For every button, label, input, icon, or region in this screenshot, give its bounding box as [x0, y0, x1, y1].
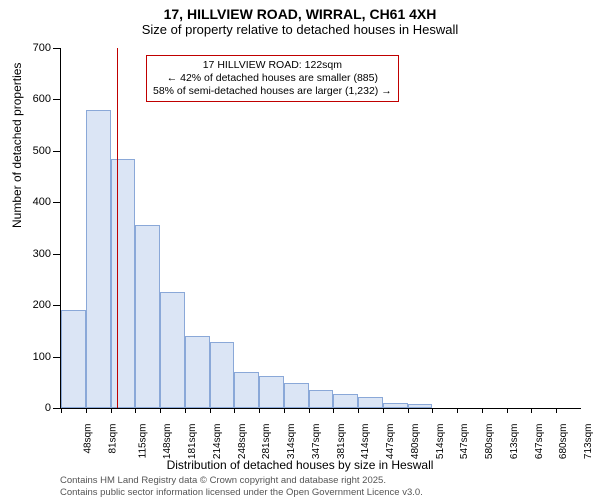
x-tick-label: 347sqm	[311, 424, 322, 460]
y-tick-label: 500	[33, 145, 51, 157]
histogram-bar	[86, 110, 111, 408]
y-axis-label: Number of detached properties	[10, 63, 24, 228]
x-tick	[507, 408, 508, 413]
x-tick-label: 447sqm	[385, 424, 396, 460]
y-tick	[53, 408, 61, 409]
x-tick-label: 613sqm	[509, 424, 520, 460]
histogram-bar	[160, 292, 185, 408]
x-tick-label: 314sqm	[286, 424, 297, 460]
y-tick-label: 200	[33, 299, 51, 311]
y-tick	[53, 254, 61, 255]
annotation-line: ← 42% of detached houses are smaller (88…	[153, 72, 392, 85]
x-tick	[383, 408, 384, 413]
x-tick-label: 381sqm	[336, 424, 347, 460]
x-tick-label: 514sqm	[435, 424, 446, 460]
x-tick	[531, 408, 532, 413]
x-axis-label: Distribution of detached houses by size …	[0, 458, 600, 472]
x-tick	[309, 408, 310, 413]
reference-line	[117, 48, 118, 408]
chart-area: 010020030040050060070048sqm81sqm115sqm14…	[60, 48, 580, 408]
chart-subtitle: Size of property relative to detached ho…	[0, 22, 600, 41]
x-tick	[284, 408, 285, 413]
x-tick	[333, 408, 334, 413]
x-tick	[358, 408, 359, 413]
annotation-line: 58% of semi-detached houses are larger (…	[153, 85, 392, 98]
x-tick-label: 580sqm	[484, 424, 495, 460]
x-tick	[61, 408, 62, 413]
histogram-bar	[135, 225, 160, 408]
x-tick-label: 181sqm	[187, 424, 198, 460]
x-tick	[259, 408, 260, 413]
x-tick	[482, 408, 483, 413]
footer-line-2: Contains public sector information licen…	[60, 487, 423, 498]
x-tick	[457, 408, 458, 413]
histogram-bar	[111, 159, 136, 408]
histogram-bar	[309, 390, 334, 408]
histogram-bar	[185, 336, 210, 408]
histogram-bar	[284, 383, 309, 408]
x-tick	[408, 408, 409, 413]
x-tick-label: 115sqm	[137, 424, 148, 459]
y-tick	[53, 305, 61, 306]
x-tick	[111, 408, 112, 413]
histogram-bar	[259, 376, 284, 408]
y-tick	[53, 151, 61, 152]
x-tick-label: 248sqm	[237, 424, 248, 460]
x-tick	[556, 408, 557, 413]
x-tick-label: 214sqm	[212, 424, 223, 460]
histogram-bar	[358, 397, 383, 408]
footer-attribution: Contains HM Land Registry data © Crown c…	[60, 475, 423, 498]
histogram-bar	[210, 342, 235, 408]
x-tick	[135, 408, 136, 413]
y-tick-label: 600	[33, 93, 51, 105]
y-tick	[53, 357, 61, 358]
x-tick-label: 680sqm	[559, 424, 570, 460]
y-tick	[53, 202, 61, 203]
x-tick	[86, 408, 87, 413]
x-tick-label: 281sqm	[261, 424, 272, 460]
annotation-line: 17 HILLVIEW ROAD: 122sqm	[153, 59, 392, 72]
x-tick-label: 547sqm	[460, 424, 471, 460]
x-tick-label: 148sqm	[162, 424, 173, 460]
y-tick-label: 0	[45, 402, 51, 414]
histogram-bar	[333, 394, 358, 408]
x-tick-label: 81sqm	[107, 424, 118, 454]
x-tick-label: 713sqm	[583, 424, 594, 460]
chart-container: 17, HILLVIEW ROAD, WIRRAL, CH61 4XH Size…	[0, 0, 600, 500]
histogram-bar	[61, 310, 86, 408]
x-tick-label: 647sqm	[534, 424, 545, 460]
x-tick	[432, 408, 433, 413]
histogram-bar	[383, 403, 408, 408]
x-tick	[234, 408, 235, 413]
x-tick-label: 48sqm	[83, 424, 94, 454]
y-tick	[53, 99, 61, 100]
y-tick-label: 100	[33, 351, 51, 363]
y-tick	[53, 48, 61, 49]
y-tick-label: 300	[33, 248, 51, 260]
y-tick-label: 400	[33, 196, 51, 208]
footer-line-1: Contains HM Land Registry data © Crown c…	[60, 475, 423, 486]
y-tick-label: 700	[33, 42, 51, 54]
x-tick-label: 480sqm	[410, 424, 421, 460]
annotation-box: 17 HILLVIEW ROAD: 122sqm← 42% of detache…	[146, 55, 399, 102]
x-tick-label: 414sqm	[360, 424, 371, 460]
x-tick	[185, 408, 186, 413]
histogram-bar	[408, 404, 433, 408]
x-tick	[160, 408, 161, 413]
histogram-bar	[234, 372, 259, 408]
chart-title: 17, HILLVIEW ROAD, WIRRAL, CH61 4XH	[0, 0, 600, 22]
x-tick	[210, 408, 211, 413]
plot-region: 010020030040050060070048sqm81sqm115sqm14…	[60, 48, 581, 409]
